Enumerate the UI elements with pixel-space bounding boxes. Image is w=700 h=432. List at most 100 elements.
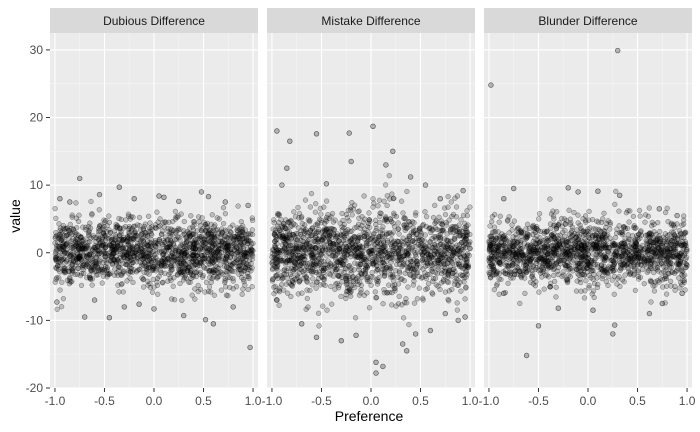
- scatter-point: [216, 252, 223, 258]
- scatter-point: [388, 255, 394, 261]
- scatter-point: [101, 233, 108, 239]
- scatter-point: [632, 265, 638, 271]
- scatter-point: [146, 264, 152, 271]
- scatter-point: [423, 223, 429, 230]
- scatter-point: [145, 253, 152, 259]
- scatter-point: [219, 229, 225, 235]
- scatter-point: [284, 251, 290, 257]
- scatter-point: [233, 245, 240, 252]
- facet-panel: Mistake Difference-1.0 -0.5 0.0 0.5 1.0: [262, 8, 479, 408]
- scatter-point: [243, 235, 250, 241]
- scatter-point: [169, 267, 175, 273]
- scatter-point: [241, 278, 247, 285]
- scatter-point: [83, 227, 89, 233]
- scatter-point: [511, 218, 518, 224]
- scatter-point: [78, 256, 85, 263]
- scatter-point: [156, 238, 162, 244]
- scatter-point: [69, 214, 75, 220]
- scatter-point: [171, 257, 178, 264]
- scatter-point: [643, 232, 649, 238]
- outlier-point: [656, 206, 662, 212]
- scatter-point: [168, 239, 174, 246]
- scatter-point: [206, 248, 212, 254]
- scatter-point: [423, 263, 429, 270]
- scatter-point: [373, 227, 379, 234]
- scatter-point: [667, 278, 674, 284]
- scatter-point: [114, 243, 121, 249]
- scatter-point: [120, 269, 127, 275]
- scatter-point: [167, 230, 173, 237]
- scatter-point: [510, 256, 516, 262]
- scatter-point: [375, 237, 381, 244]
- scatter-point: [560, 229, 566, 235]
- scatter-point: [54, 275, 60, 281]
- scatter-point: [70, 252, 76, 258]
- scatter-point: [135, 254, 141, 260]
- scatter-point: [95, 252, 101, 258]
- scatter-point: [169, 232, 175, 238]
- scatter-point: [247, 244, 254, 250]
- scatter-point: [89, 211, 95, 217]
- scatter-point: [406, 321, 412, 328]
- scatter-point: [116, 232, 123, 238]
- scatter-point: [113, 258, 119, 264]
- scatter-point: [591, 280, 598, 287]
- scatter-point: [102, 249, 108, 256]
- scatter-point: [636, 231, 642, 237]
- scatter-point: [64, 231, 71, 238]
- scatter-point: [231, 234, 238, 240]
- scatter-point: [76, 212, 82, 218]
- scatter-point: [75, 218, 82, 225]
- scatter-point: [326, 231, 332, 237]
- scatter-point: [245, 249, 251, 255]
- scatter-point: [336, 238, 342, 244]
- scatter-point: [307, 230, 313, 236]
- scatter-point: [463, 284, 469, 290]
- scatter-point: [292, 260, 298, 267]
- scatter-point: [230, 261, 236, 267]
- scatter-point: [339, 210, 345, 217]
- x-tick-label: 0.0: [146, 394, 163, 408]
- scatter-point: [200, 256, 206, 262]
- scatter-point: [86, 264, 92, 270]
- outlier-point: [679, 290, 685, 296]
- scatter-point: [422, 209, 428, 215]
- scatter-point: [270, 226, 276, 232]
- scatter-point: [56, 243, 63, 249]
- scatter-point: [216, 245, 222, 252]
- scatter-point: [222, 211, 229, 217]
- scatter-point: [98, 268, 104, 274]
- scatter-point: [131, 223, 137, 230]
- scatter-point: [681, 221, 687, 227]
- scatter-point: [276, 302, 282, 308]
- scatter-point: [52, 234, 59, 240]
- scatter-point: [601, 228, 607, 234]
- scatter-point: [165, 255, 171, 261]
- scatter-point: [191, 256, 197, 263]
- scatter-point: [216, 242, 222, 249]
- scatter-point: [182, 266, 188, 273]
- scatter-point: [133, 269, 140, 275]
- scatter-point: [67, 253, 73, 259]
- scatter-point: [298, 237, 304, 244]
- scatter-point: [86, 232, 92, 239]
- scatter-point: [400, 315, 407, 321]
- scatter-point: [217, 234, 223, 241]
- scatter-point: [648, 257, 655, 264]
- scatter-point: [552, 278, 558, 285]
- scatter-point: [129, 226, 135, 232]
- scatter-point: [156, 273, 162, 279]
- scatter-point: [579, 238, 585, 244]
- scatter-point: [489, 250, 495, 256]
- scatter-point: [188, 213, 194, 219]
- x-tick-label: 1.0: [462, 394, 479, 408]
- scatter-point: [526, 225, 533, 232]
- scatter-point: [209, 254, 215, 260]
- scatter-point: [336, 282, 342, 289]
- scatter-point: [551, 261, 557, 267]
- scatter-point: [115, 236, 122, 243]
- scatter-point: [314, 229, 320, 235]
- scatter-point: [55, 234, 61, 241]
- scatter-point: [73, 254, 79, 260]
- scatter-point: [194, 263, 201, 269]
